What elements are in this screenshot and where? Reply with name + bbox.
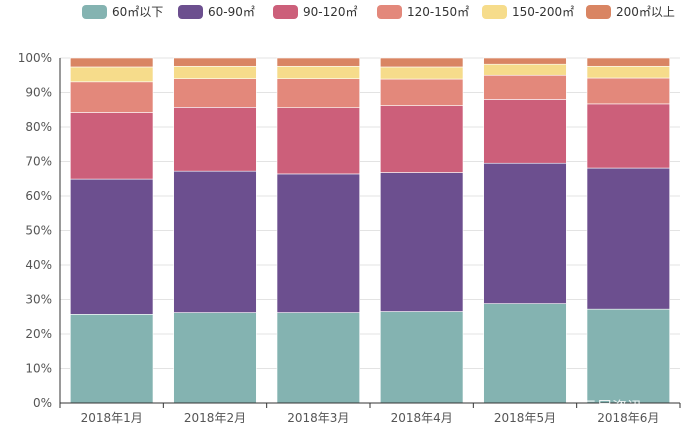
bar-segment bbox=[70, 66, 154, 83]
bar-segment bbox=[586, 103, 670, 169]
bar-segment bbox=[276, 65, 360, 79]
bar-segment bbox=[483, 63, 567, 76]
bar-segment bbox=[586, 57, 670, 67]
legend-swatch bbox=[586, 5, 611, 19]
bar-segment bbox=[586, 308, 670, 404]
y-tick-label: 10% bbox=[25, 362, 52, 376]
bars bbox=[70, 57, 670, 404]
bar-segment bbox=[173, 57, 257, 67]
y-tick-label: 30% bbox=[25, 293, 52, 307]
y-tick-label: 60% bbox=[25, 189, 52, 203]
legend-label: 150-200㎡ bbox=[512, 5, 574, 19]
legend-label: 60㎡以下 bbox=[112, 5, 163, 19]
bar-segment bbox=[380, 78, 464, 106]
bar-segment bbox=[483, 162, 567, 304]
legend-swatch bbox=[377, 5, 402, 19]
bar-segment bbox=[380, 172, 464, 312]
bar-segment bbox=[276, 107, 360, 175]
bar-segment bbox=[173, 107, 257, 172]
legend-label: 200㎡以上 bbox=[616, 5, 675, 19]
bar-segment bbox=[70, 57, 154, 68]
bar-segment bbox=[70, 112, 154, 180]
legend-swatch bbox=[178, 5, 203, 19]
x-tick-label: 2018年5月 bbox=[494, 411, 556, 425]
y-tick-label: 100% bbox=[18, 51, 52, 65]
legend-swatch bbox=[482, 5, 507, 19]
y-tick-label: 80% bbox=[25, 120, 52, 134]
bar-segment bbox=[380, 66, 464, 80]
bar-segment bbox=[483, 74, 567, 100]
y-tick-label: 90% bbox=[25, 86, 52, 100]
y-tick-label: 70% bbox=[25, 155, 52, 169]
x-tick-label: 2018年6月 bbox=[597, 411, 659, 425]
legend: 60㎡以下 60-90㎡ 90-120㎡ 120-150㎡ 150-200㎡ 200㎡以上 bbox=[82, 5, 675, 19]
bar-segment bbox=[586, 77, 670, 105]
y-tick-label: 0% bbox=[33, 396, 52, 410]
bar-segment bbox=[173, 78, 257, 108]
bar-segment bbox=[173, 312, 257, 404]
bar-segment bbox=[380, 57, 464, 68]
bar-segment bbox=[586, 65, 670, 79]
bar-segment bbox=[276, 57, 360, 67]
bar-segment bbox=[483, 57, 567, 65]
bar-segment bbox=[70, 314, 154, 404]
bar-segment bbox=[483, 303, 567, 404]
bar-segment bbox=[483, 99, 567, 164]
x-tick-label: 2018年2月 bbox=[184, 411, 246, 425]
bar-segment bbox=[276, 312, 360, 404]
x-tick-label: 2018年3月 bbox=[287, 411, 349, 425]
grid-lines bbox=[60, 57, 680, 369]
bar-segment bbox=[276, 78, 360, 108]
bar-segment bbox=[380, 105, 464, 173]
bar-segment bbox=[70, 81, 154, 113]
y-tick-label: 40% bbox=[25, 258, 52, 272]
legend-label: 120-150㎡ bbox=[407, 5, 469, 19]
bar-segment bbox=[70, 178, 154, 315]
y-axis: 0% 10% 20% 30% 40% 50% 60% 70% 80% 90% 100% bbox=[18, 51, 61, 410]
y-tick-label: 20% bbox=[25, 327, 52, 341]
bar-segment bbox=[173, 170, 257, 313]
legend-swatch bbox=[82, 5, 107, 19]
x-tick-label: 2018年4月 bbox=[391, 411, 453, 425]
bar-segment bbox=[173, 65, 257, 79]
bar-segment bbox=[276, 173, 360, 313]
legend-label: 60-90㎡ bbox=[208, 5, 255, 19]
x-axis: 2018年1月 2018年2月 2018年3月 2018年4月 2018年5月 2018年… bbox=[59, 402, 681, 425]
bar-segment bbox=[380, 311, 464, 404]
y-tick-label: 50% bbox=[25, 224, 52, 238]
legend-label: 90-120㎡ bbox=[303, 5, 358, 19]
watermark: 云居资讯 bbox=[582, 398, 642, 416]
bar-segment bbox=[586, 167, 670, 310]
x-tick-label: 2018年1月 bbox=[81, 411, 143, 425]
legend-swatch bbox=[273, 5, 298, 19]
